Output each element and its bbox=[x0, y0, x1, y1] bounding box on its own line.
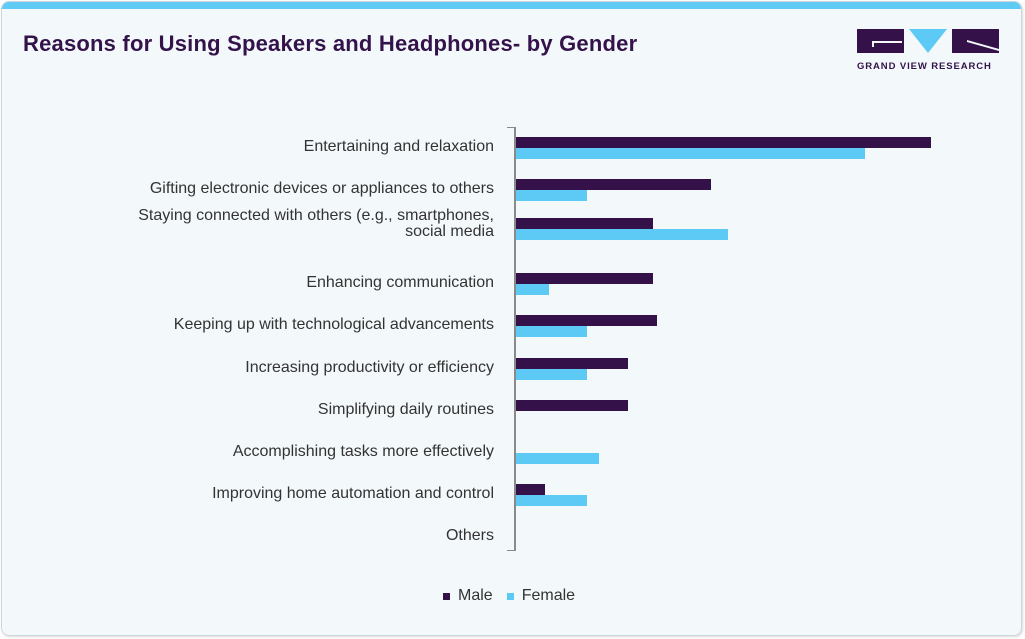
bar-female bbox=[516, 495, 587, 506]
bar-male bbox=[516, 179, 711, 190]
category-label-line2: social media bbox=[405, 223, 494, 240]
grand-view-research-logo: GRAND VIEW RESEARCH bbox=[857, 29, 999, 73]
category-label: Enhancing communication bbox=[306, 274, 494, 291]
bar-female bbox=[516, 229, 728, 240]
category-label: Increasing productivity or efficiency bbox=[245, 359, 494, 376]
bar-female bbox=[516, 284, 549, 295]
category-label: Accomplishing tasks more effectively bbox=[232, 443, 494, 460]
bar-male bbox=[516, 137, 931, 148]
bar-male bbox=[516, 218, 653, 229]
gvr-logo-icon bbox=[857, 29, 999, 53]
axis-tick bbox=[507, 550, 515, 551]
bar-male bbox=[516, 358, 628, 369]
bar-female bbox=[516, 453, 599, 464]
category-label: Simplifying daily routines bbox=[317, 401, 494, 418]
chart-title: Reasons for Using Speakers and Headphone… bbox=[23, 31, 638, 56]
category-axis bbox=[514, 127, 516, 551]
accent-bar bbox=[2, 2, 1021, 9]
legend: Male Female bbox=[443, 587, 589, 605]
bar-male bbox=[516, 273, 653, 284]
legend-label-male: Male bbox=[458, 587, 493, 604]
logo-text: GRAND VIEW RESEARCH bbox=[857, 61, 992, 72]
bar-female bbox=[516, 148, 865, 159]
category-label: Gifting electronic devices or appliances… bbox=[149, 180, 494, 197]
female-swatch-icon bbox=[506, 592, 514, 600]
category-label: Entertaining and relaxation bbox=[303, 138, 494, 155]
bar-male bbox=[516, 315, 657, 326]
bar-female bbox=[516, 326, 587, 337]
bar-male bbox=[516, 484, 545, 495]
bar-male bbox=[516, 400, 628, 411]
category-label-line1: Staying connected with others (e.g., sma… bbox=[138, 207, 494, 224]
category-label: Others bbox=[445, 527, 494, 544]
bar-female bbox=[516, 190, 587, 201]
legend-item-male: Male bbox=[443, 587, 493, 605]
legend-item-female: Female bbox=[506, 587, 576, 605]
category-label: Keeping up with technological advancemen… bbox=[173, 316, 494, 333]
male-swatch-icon bbox=[443, 592, 450, 600]
bar-female bbox=[516, 369, 587, 380]
category-label: Staying connected with others (e.g., sma… bbox=[138, 208, 494, 240]
category-label: Improving home automation and control bbox=[212, 485, 494, 502]
legend-label-female: Female bbox=[521, 587, 576, 604]
axis-tick bbox=[507, 127, 515, 128]
